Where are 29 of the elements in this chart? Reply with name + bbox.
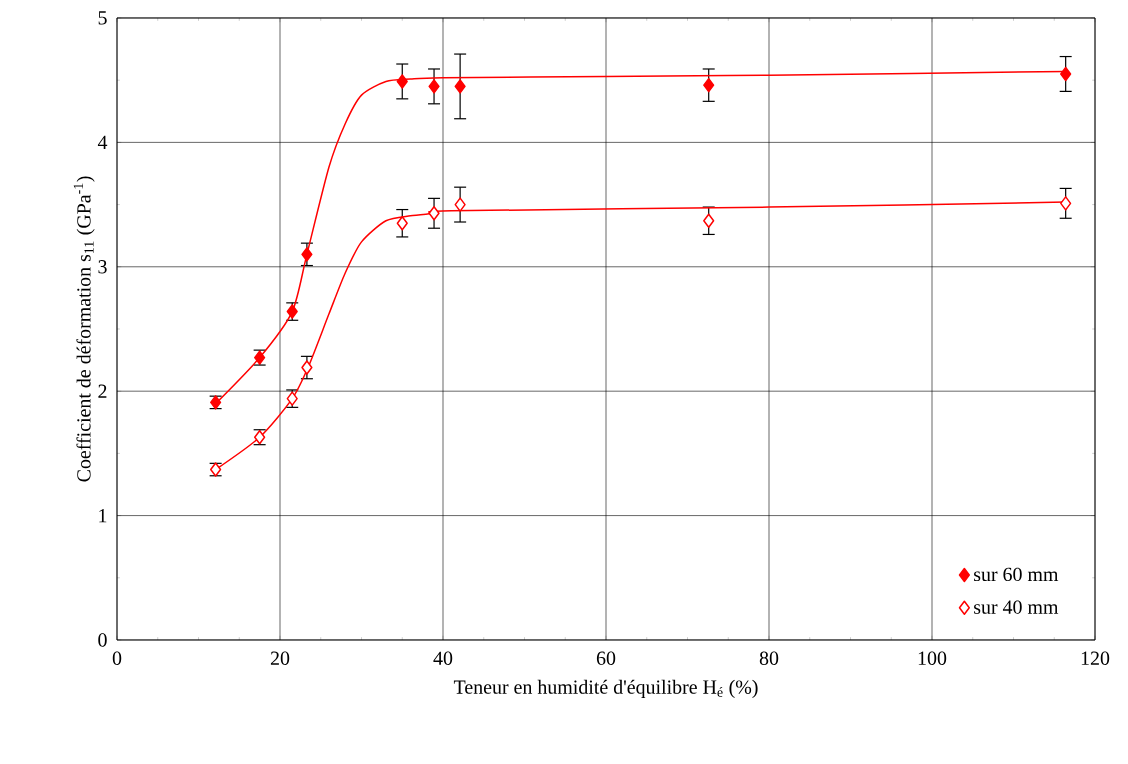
point (396, 74, 408, 89)
point (1060, 196, 1072, 211)
point (703, 77, 715, 93)
x-axis-title: Teneur en humidité d'équilibre H$_{é}$ (%) (453, 679, 758, 698)
y-tick-label: 2 (98, 384, 107, 398)
y-tick-label: 1 (99, 509, 107, 523)
y-tick-label: 0 (98, 633, 107, 647)
point (428, 206, 440, 221)
y-tick-label: 3 (98, 260, 107, 274)
x-tick-label: 20 (270, 651, 290, 665)
x-tick-label: 60 (596, 651, 616, 665)
y-tick-label: 4 (97, 135, 108, 149)
x-tick-label: 80 (759, 651, 779, 665)
y-tick-label: 5 (98, 11, 107, 25)
point (301, 360, 313, 375)
x-tick-label: 0 (112, 651, 122, 665)
x-tick-label: 100 (918, 651, 947, 665)
legend-label: sur 60 mm (974, 567, 1059, 582)
point (428, 79, 440, 94)
point (396, 215, 408, 231)
point (301, 247, 313, 262)
point (703, 213, 715, 229)
x-tick-label: 40 (433, 651, 453, 665)
legend-label: sur 40 mm (974, 600, 1059, 614)
point (1060, 66, 1072, 82)
y-axis-title: Coefficient de déformation s$_{11}$ (GPa$^{-1}$) (73, 176, 95, 482)
point (454, 197, 466, 212)
point (454, 79, 466, 94)
x-tick-label: 120 (1081, 651, 1110, 665)
